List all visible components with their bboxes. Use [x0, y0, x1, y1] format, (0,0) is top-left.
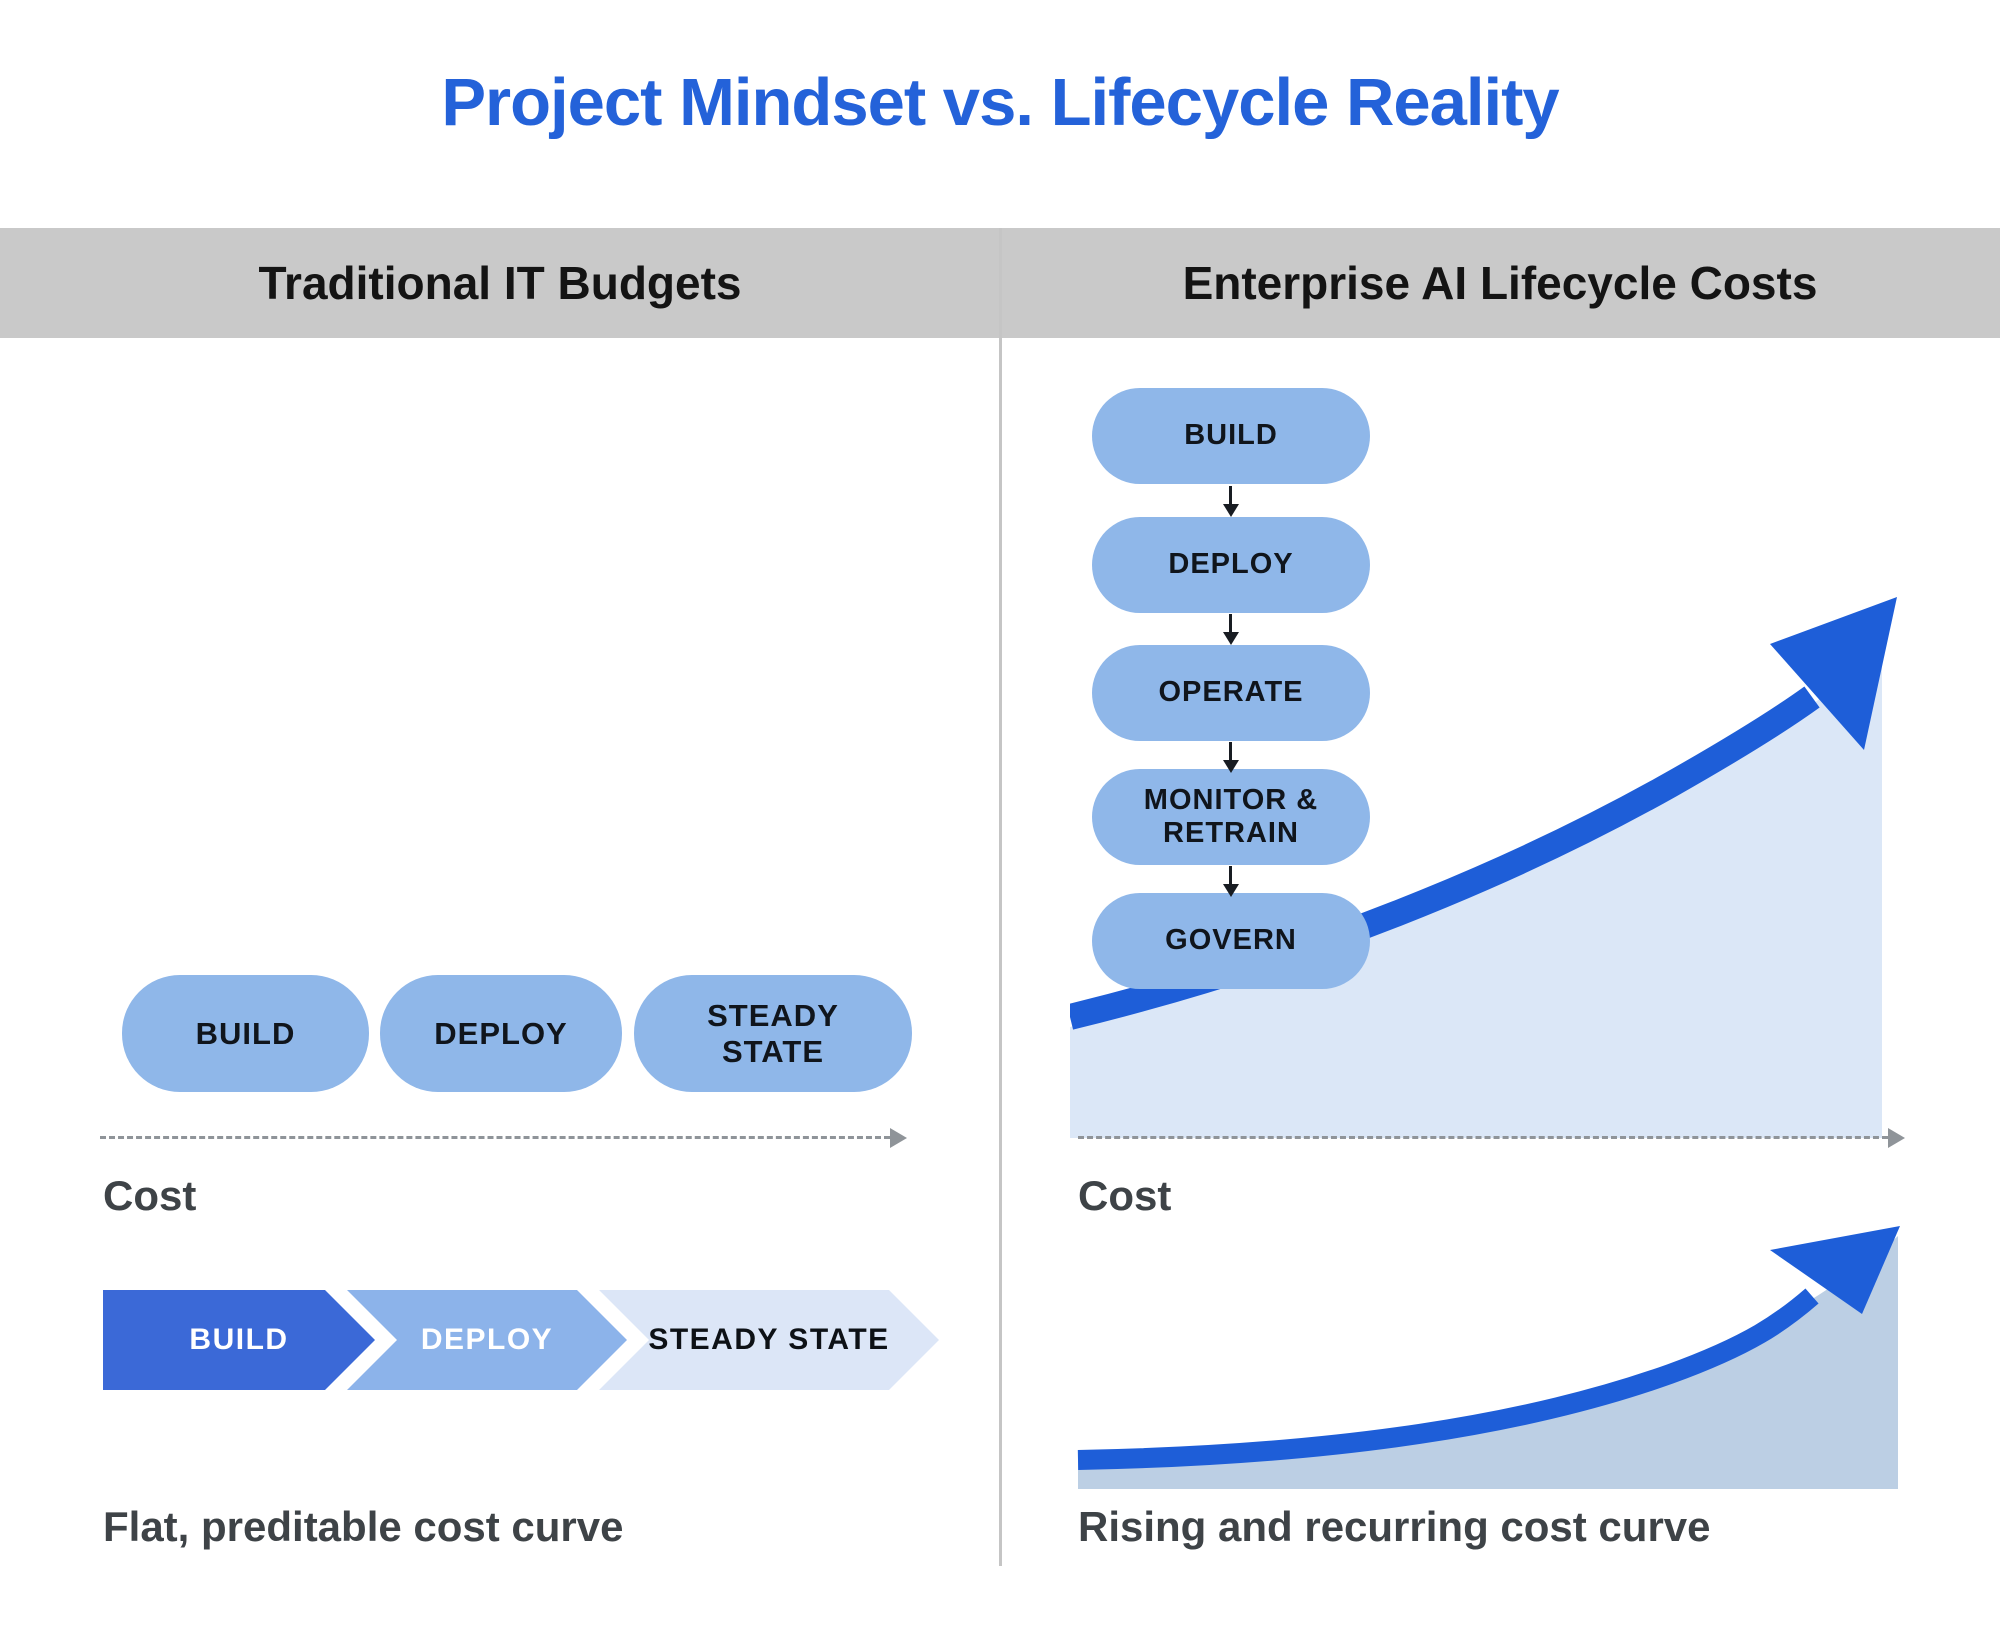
curve-arrowhead-icon [1770, 1226, 1900, 1314]
rising-cost-curve [1077, 1288, 1819, 1470]
curve-area-fill [1078, 1236, 1898, 1489]
column-divider [999, 228, 1002, 1566]
curve-area-fill [1070, 645, 1882, 1138]
curve-arrowhead-icon [1770, 597, 1897, 750]
cost-axis-label: Cost [103, 1172, 197, 1219]
cost-axis-label: Cost [1078, 1172, 1172, 1219]
axis-arrowhead-icon [1888, 1128, 1905, 1148]
stage-pill-govern: GOVERN [1092, 893, 1370, 989]
time-axis-dashed-line [1078, 1136, 1888, 1139]
down-arrow-icon [1222, 614, 1240, 646]
left-caption: Flat, preditable cost curve [103, 1503, 624, 1550]
stage-pill-steady-state: STEADY STATE [634, 975, 912, 1092]
page-title: Project Mindset vs. Lifecycle Reality [441, 65, 1559, 140]
down-arrow-icon [1222, 742, 1240, 774]
stage-pill-build: BUILD [1092, 388, 1370, 484]
stage-pill-build: BUILD [122, 975, 369, 1092]
stage-pill-deploy: DEPLOY [1092, 517, 1370, 613]
down-arrow-icon [1222, 866, 1240, 898]
recurring-cost-chart [1077, 1226, 1900, 1489]
stage-pill-monitor-retrain: MONITOR & RETRAIN [1092, 769, 1370, 865]
chevron-build: BUILD [103, 1290, 375, 1390]
column-header-ai: Enterprise AI Lifecycle Costs [1182, 257, 1818, 309]
time-axis-dashed-line [100, 1136, 890, 1139]
chevron-steady-state: STEADY STATE [599, 1290, 939, 1390]
stage-pill-deploy: DEPLOY [380, 975, 622, 1092]
column-header-traditional: Traditional IT Budgets [258, 257, 742, 309]
down-arrow-icon [1222, 486, 1240, 518]
stage-pill-operate: OPERATE [1092, 645, 1370, 741]
axis-arrowhead-icon [890, 1128, 907, 1148]
chevron-deploy: DEPLOY [347, 1290, 627, 1390]
right-caption: Rising and recurring cost curve [1078, 1503, 1711, 1550]
